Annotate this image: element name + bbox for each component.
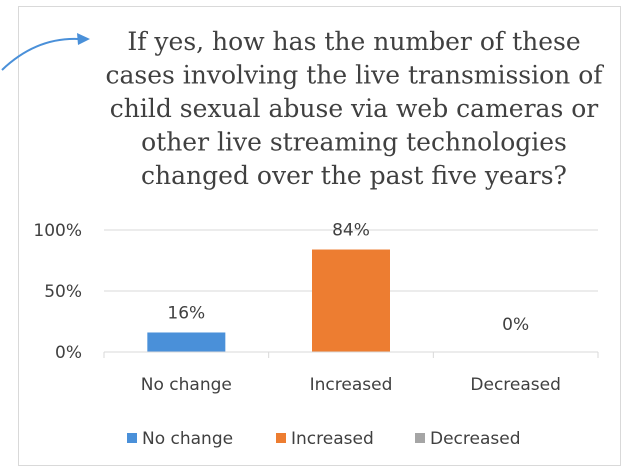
data-label: 16% (167, 303, 205, 323)
legend-label: Increased (291, 429, 374, 449)
legend-swatch (276, 433, 286, 443)
bar-increased (312, 249, 390, 352)
y-axis-ticks: 0% 50% 100% (33, 221, 82, 363)
data-labels: 16% 84% 0% (167, 221, 529, 335)
chart-title-line: changed over the past five years? (141, 161, 567, 190)
y-tick-label: 100% (33, 221, 82, 241)
x-tick-label: Decreased (470, 375, 561, 395)
x-axis: No change Increased Decreased (103, 351, 599, 395)
chart-title-line: child sexual abuse via web cameras or (110, 94, 599, 123)
chart-frame (18, 6, 621, 466)
legend-swatch (415, 433, 425, 443)
legend-label: No change (142, 429, 233, 449)
y-tick-label: 50% (44, 282, 82, 302)
callout-arrowhead (77, 33, 90, 45)
y-tick-label: 0% (55, 343, 82, 363)
chart-title-line: other live streaming technologies (141, 128, 567, 157)
data-label: 84% (332, 221, 370, 241)
bars (147, 249, 390, 352)
chart-title: If yes, how has the number of these cases… (105, 27, 604, 190)
legend: No change Increased Decreased (127, 429, 521, 449)
bar-no-change (147, 332, 226, 352)
data-label: 0% (502, 315, 529, 335)
legend-swatch (127, 433, 137, 443)
chart-title-line: If yes, how has the number of these (127, 27, 580, 56)
chart-title-line: cases involving the live transmission of (105, 61, 604, 90)
legend-label: Decreased (430, 429, 521, 449)
x-tick-label: Increased (310, 375, 393, 395)
callout-arrow (1, 37, 79, 71)
x-tick-label: No change (141, 375, 232, 395)
